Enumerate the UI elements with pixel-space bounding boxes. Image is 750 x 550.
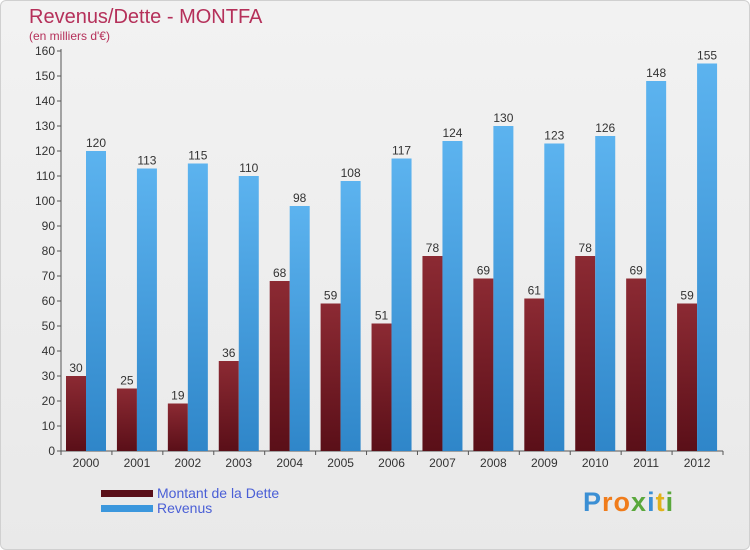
data-label-debt: 69 — [477, 264, 491, 278]
legend-label-debt: Montant de la Dette — [157, 485, 280, 501]
bar-debt — [575, 256, 596, 451]
bar-debt — [626, 278, 647, 451]
chart-subtitle: (en milliers d'€) — [29, 29, 110, 43]
data-label-debt: 59 — [324, 289, 338, 303]
data-label-revenue: 117 — [392, 144, 411, 158]
x-tick-label: 2003 — [225, 456, 252, 470]
data-label-revenue: 155 — [697, 49, 717, 63]
y-tick-label: 30 — [42, 369, 56, 383]
data-label-revenue: 115 — [188, 149, 207, 163]
bar-debt — [371, 323, 392, 451]
bar-revenue — [289, 206, 310, 451]
y-tick-label: 10 — [42, 419, 56, 433]
y-tick-label: 50 — [42, 319, 56, 333]
y-tick-label: 70 — [42, 269, 56, 283]
data-label-revenue: 126 — [595, 121, 615, 135]
x-tick-label: 2002 — [174, 456, 201, 470]
y-tick-label: 150 — [35, 69, 55, 83]
bar-debt — [524, 298, 545, 451]
logo-letter: o — [613, 487, 632, 517]
x-tick-label: 2009 — [531, 456, 558, 470]
x-tick-label: 2011 — [633, 456, 659, 470]
logo-letter: t — [655, 487, 666, 517]
logo-letter: P — [583, 487, 603, 517]
y-tick-label: 130 — [35, 119, 55, 133]
data-label-debt: 30 — [69, 361, 83, 375]
y-tick-label: 40 — [42, 344, 56, 358]
bar-revenue — [238, 176, 259, 451]
bar-debt — [167, 403, 188, 451]
bar-revenue — [493, 126, 514, 451]
chart-title: Revenus/Dette - MONTFA — [29, 6, 263, 28]
data-label-revenue: 110 — [239, 161, 258, 175]
bar-revenue — [697, 63, 718, 451]
data-label-revenue: 120 — [86, 136, 106, 150]
x-tick-label: 2004 — [276, 456, 303, 470]
bar-revenue — [86, 151, 106, 451]
data-label-debt: 59 — [680, 289, 694, 303]
data-label-revenue: 113 — [137, 154, 156, 168]
x-tick-label: 2006 — [378, 456, 405, 470]
x-tick-label: 2001 — [124, 456, 151, 470]
data-label-revenue: 130 — [493, 111, 513, 125]
y-tick-label: 60 — [42, 294, 56, 308]
data-label-revenue: 124 — [442, 126, 462, 140]
x-tick-label: 2005 — [327, 456, 354, 470]
bar-revenue — [136, 168, 157, 451]
x-tick-label: 2012 — [684, 456, 711, 470]
data-label-revenue: 98 — [293, 191, 307, 205]
x-tick-label: 2007 — [429, 456, 456, 470]
y-tick-label: 20 — [42, 394, 56, 408]
y-tick-label: 140 — [35, 94, 55, 108]
bar-revenue — [187, 163, 208, 451]
bar-debt — [116, 388, 137, 451]
y-tick-label: 100 — [35, 194, 55, 208]
logo-letter: i — [647, 487, 656, 517]
data-label-debt: 19 — [171, 389, 185, 403]
legend-label-revenue: Revenus — [157, 500, 213, 516]
y-tick-label: 90 — [42, 219, 56, 233]
bar-debt — [320, 303, 341, 451]
y-tick-label: 0 — [48, 444, 55, 458]
bar-debt — [473, 278, 494, 451]
bar-revenue — [442, 141, 463, 451]
legend-swatch-debt — [101, 490, 153, 497]
y-tick-label: 120 — [35, 144, 55, 158]
logo-letter: i — [665, 487, 675, 517]
y-tick-label: 110 — [36, 169, 55, 183]
data-label-debt: 78 — [579, 241, 593, 255]
y-tick-label: 80 — [42, 244, 56, 258]
bar-revenue — [595, 136, 616, 451]
bar-debt — [269, 281, 290, 451]
y-tick-label: 160 — [35, 44, 55, 58]
data-label-revenue: 123 — [544, 129, 564, 143]
data-label-debt: 68 — [273, 266, 287, 280]
bar-revenue — [646, 81, 667, 451]
data-label-debt: 36 — [222, 346, 236, 360]
bar-debt — [66, 376, 86, 451]
logo-letter: x — [631, 487, 648, 517]
data-label-debt: 69 — [629, 264, 643, 278]
bar-revenue — [340, 181, 361, 451]
x-tick-label: 2008 — [480, 456, 507, 470]
data-label-debt: 61 — [528, 284, 542, 298]
data-label-revenue: 108 — [341, 166, 361, 180]
data-label-debt: 51 — [375, 309, 389, 323]
x-tick-label: 2010 — [582, 456, 609, 470]
bar-debt — [422, 256, 443, 451]
proxiti-logo: Proxiti — [583, 487, 674, 518]
legend-swatch-revenue — [101, 505, 153, 512]
bar-debt — [218, 361, 239, 451]
x-tick-label: 2000 — [73, 456, 100, 470]
data-label-debt: 25 — [120, 374, 134, 388]
logo-letter: r — [602, 487, 614, 517]
data-label-debt: 78 — [426, 241, 440, 255]
data-label-revenue: 148 — [646, 66, 666, 80]
bar-revenue — [391, 158, 412, 451]
bar-revenue — [544, 143, 565, 451]
bar-debt — [677, 303, 698, 451]
